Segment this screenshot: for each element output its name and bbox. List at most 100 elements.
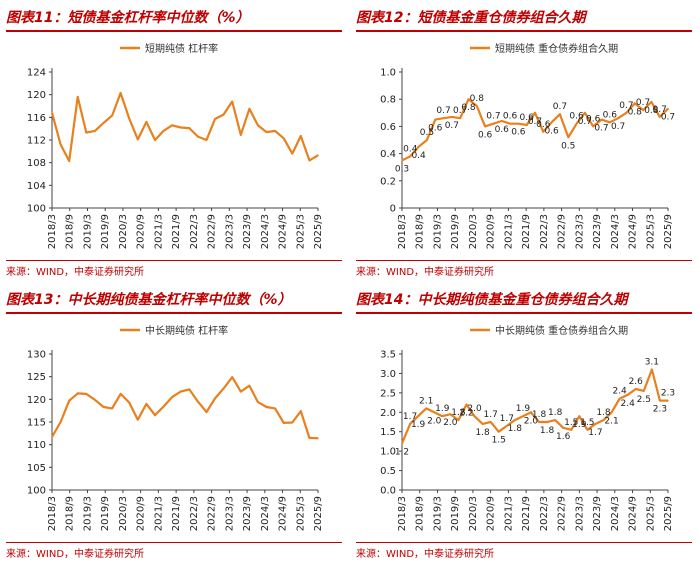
data-point — [119, 393, 122, 395]
data-label: 1.7 — [588, 428, 602, 438]
data-point — [154, 414, 156, 416]
series-line — [51, 375, 319, 440]
data-point — [626, 394, 629, 396]
data-label: 0.7 — [619, 101, 633, 111]
data-label: 1.9 — [516, 404, 531, 414]
data-label: 2.3 — [653, 405, 667, 415]
data-point — [308, 437, 311, 439]
data-point — [617, 117, 619, 120]
data-label: 0.5 — [561, 141, 575, 151]
data-label: 0.6 — [536, 120, 551, 130]
data-label: 0.6 — [511, 128, 526, 138]
data-point — [484, 125, 486, 128]
data-label: 0.4 — [403, 144, 418, 154]
data-label: 0.7 — [578, 117, 592, 127]
x-tick-label: 2019/9 — [100, 214, 111, 249]
data-label: 2.2 — [459, 409, 473, 419]
x-tick-label: 2025/9 — [663, 214, 674, 249]
data-point — [214, 118, 216, 120]
x-tick-label: 2025/9 — [663, 496, 674, 531]
data-label: 1.9 — [435, 404, 450, 414]
data-point — [465, 403, 468, 406]
legend-label: 中长期纯债 杠杆率 — [145, 324, 228, 337]
data-label: 0.7 — [611, 122, 625, 132]
x-tick-label: 2024/3 — [610, 214, 621, 249]
data-point — [433, 411, 436, 414]
data-point — [401, 442, 403, 445]
data-point — [467, 98, 470, 100]
data-label: 2.0 — [443, 418, 458, 428]
data-point — [651, 368, 653, 371]
data-label: 2.4 — [621, 399, 636, 409]
legend-label: 短期纯债 重仓债券组合久期 — [495, 42, 618, 55]
data-point — [522, 415, 524, 417]
data-point — [274, 130, 276, 132]
data-point — [667, 399, 669, 402]
data-label: 0.8 — [628, 107, 643, 117]
data-point — [609, 121, 611, 124]
data-point — [111, 114, 113, 117]
y-tick-label: 112 — [27, 136, 46, 147]
data-point — [542, 131, 545, 133]
x-tick-label: 2021/9 — [521, 214, 532, 249]
data-point — [451, 116, 453, 118]
data-point — [554, 419, 556, 421]
data-point — [51, 436, 53, 438]
data-point — [500, 120, 503, 122]
line-chart: 短期纯债 重仓债券组合久期 0 0.2 0.4 0.6 0.8 1.0 2018/3 2018/… — [380, 42, 675, 249]
data-point — [214, 397, 216, 400]
y-tick-label: 0.4 — [380, 149, 396, 160]
data-point — [111, 407, 113, 410]
data-point — [434, 118, 437, 121]
data-label: 0.7 — [445, 121, 459, 131]
data-label: 3.1 — [645, 358, 659, 368]
data-point — [274, 407, 276, 410]
x-tick-label: 2019/9 — [100, 496, 111, 531]
data-label: 0.6 — [478, 130, 493, 140]
data-point — [128, 401, 131, 404]
data-label: 0.7 — [636, 98, 650, 108]
data-label: 2.3 — [661, 389, 675, 399]
chart-panel-12: 图表12：短债基金重仓债券组合久期 短期纯债 重仓债券组合久期 0 0.2 0.4 0.… — [350, 0, 700, 282]
data-point — [102, 406, 105, 408]
data-point — [602, 419, 605, 421]
legend-label: 短期纯债 杠杆率 — [145, 42, 218, 55]
data-point — [239, 134, 242, 136]
data-point — [625, 112, 628, 114]
x-tick-label: 2019/9 — [450, 496, 461, 531]
data-point — [197, 400, 199, 403]
data-point — [51, 112, 53, 114]
data-label: 0.7 — [486, 112, 500, 122]
chart-title: 图表13：中长期纯债基金杠杆率中位数（%） — [6, 288, 342, 314]
data-point — [562, 427, 565, 429]
data-point — [473, 415, 476, 417]
data-point — [570, 428, 573, 431]
x-tick-label: 2018/9 — [415, 214, 426, 249]
data-point — [618, 397, 621, 400]
data-point — [231, 376, 233, 378]
data-point — [257, 124, 259, 127]
x-tick-label: 2020/3 — [118, 496, 129, 531]
data-label: 1.5 — [580, 418, 594, 428]
y-tick-label: 120 — [27, 90, 46, 101]
y-tick-label: 100 — [27, 486, 46, 497]
data-point — [317, 154, 319, 157]
data-label: 2.4 — [612, 387, 627, 397]
x-tick-label: 2021/3 — [503, 496, 514, 531]
x-tick-label: 2018/9 — [415, 496, 426, 531]
data-point — [205, 139, 208, 141]
data-label: 0.6 — [569, 112, 584, 122]
data-point — [76, 96, 79, 98]
data-point — [600, 118, 603, 121]
x-tick-label: 2020/3 — [468, 214, 479, 249]
x-tick-label: 2022/3 — [189, 496, 200, 531]
legend-label: 中长期纯债 重仓债券组合久期 — [495, 324, 628, 337]
data-label: 1.8 — [596, 408, 611, 418]
data-point — [489, 421, 492, 423]
x-tick-label: 2022/3 — [539, 496, 550, 531]
data-point — [162, 405, 165, 408]
x-tick-label: 2021/9 — [171, 496, 182, 531]
data-point — [85, 393, 88, 395]
data-label: 2.0 — [467, 404, 482, 414]
data-point — [265, 406, 268, 408]
